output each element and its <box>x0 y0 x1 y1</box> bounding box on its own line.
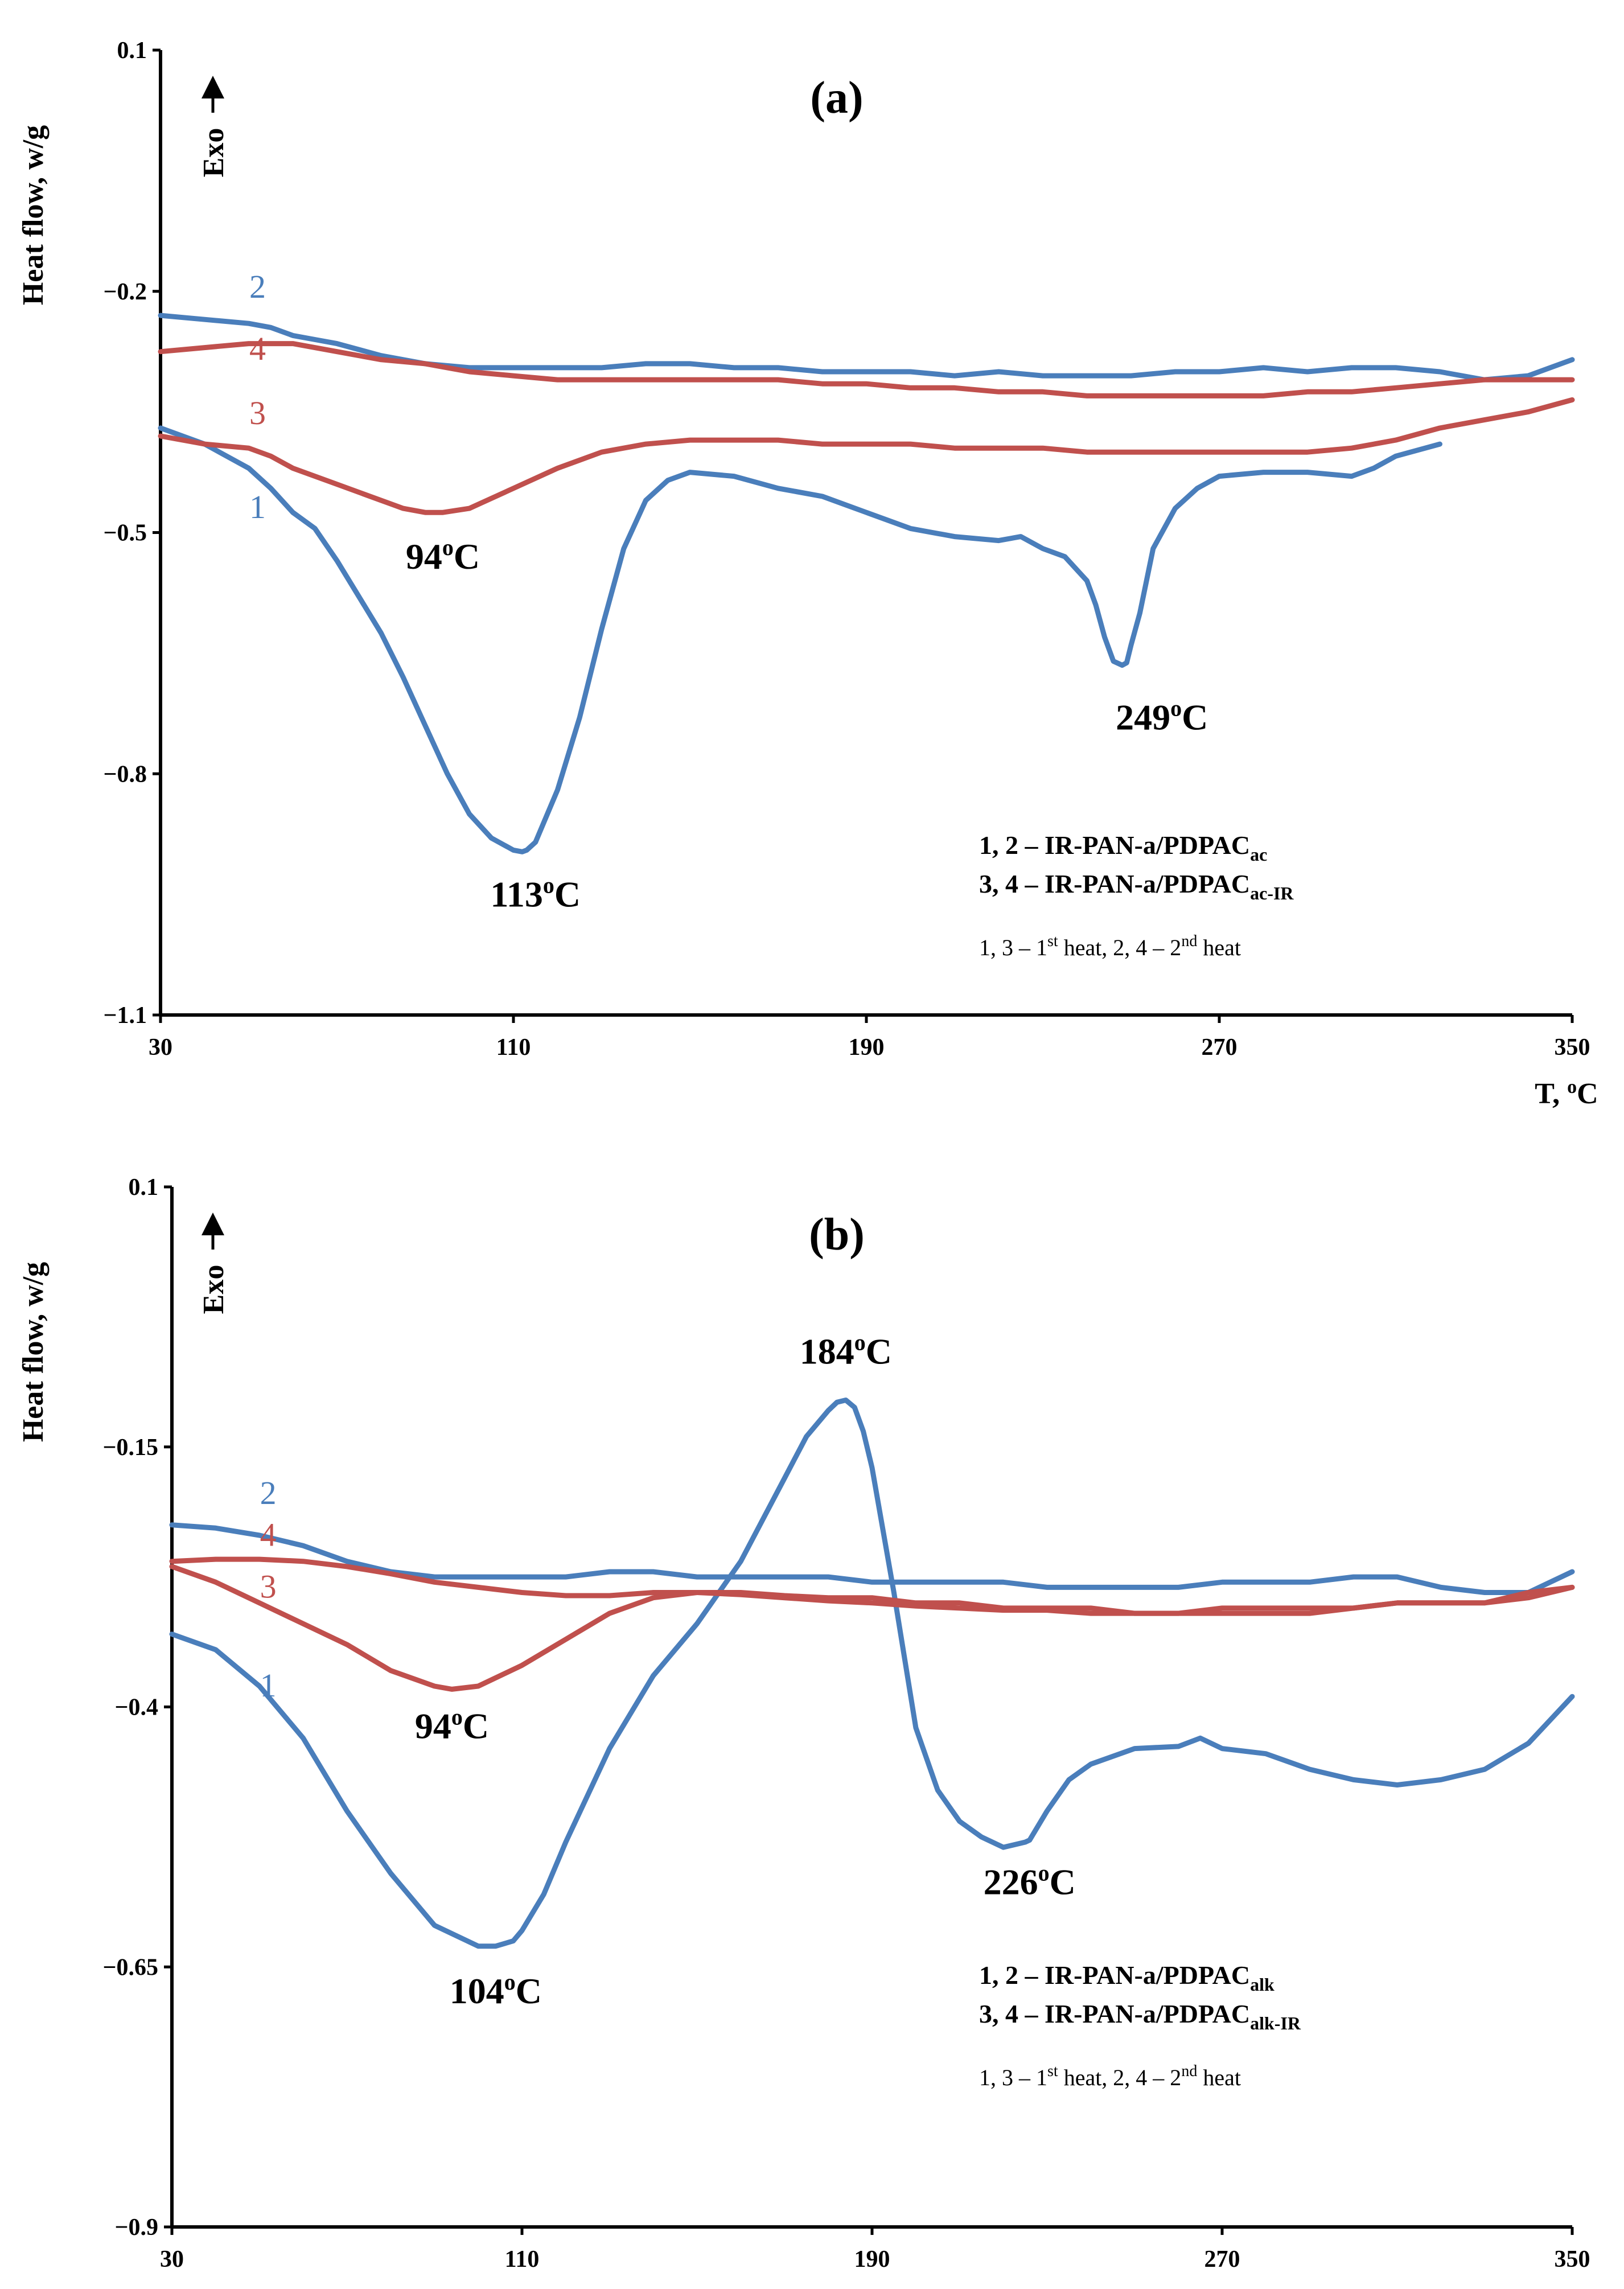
peak-label-b: 104oC <box>450 1969 542 2011</box>
curve-label-b: 1 <box>260 1667 277 1704</box>
x-tick-label-a: 190 <box>849 1034 885 1061</box>
peak-label-a: 113oC <box>490 872 581 914</box>
y-tick-label-a: −0.5 <box>104 520 147 546</box>
curve-label-b: 2 <box>260 1474 277 1511</box>
exo-label-b: Exo <box>198 1265 230 1314</box>
y-tick-label-b: −0.65 <box>103 1954 158 1980</box>
x-tick-label-a: 30 <box>149 1034 172 1061</box>
x-tick-label-a: 350 <box>1555 1034 1590 1061</box>
series-line-b-3 <box>169 1564 1575 1692</box>
series-line-b-1 <box>169 1398 1575 1949</box>
panel-a: 0.1 −0.2 −0.5 −0.8 −1.130 110 190 270 350 Heat fl… <box>17 38 1598 1110</box>
y-tick-label-a: −1.1 <box>104 1002 147 1029</box>
series-line-a-4 <box>158 341 1575 398</box>
curve-label-b: 4 <box>260 1516 277 1553</box>
x-tick-label-b: 190 <box>854 2246 890 2272</box>
y-tick-label-a: −0.2 <box>104 279 147 305</box>
x-tick-label-a: 270 <box>1202 1034 1237 1061</box>
series-line-b-4 <box>169 1556 1575 1616</box>
legend-line-1-b: 1, 2 – IR-PAN-a/PDPACalk <box>979 1961 1274 1995</box>
legend-line-1-a: 1, 2 – IR-PAN-a/PDPACac <box>979 831 1267 865</box>
series-line-a-3 <box>158 397 1575 515</box>
curve-label-a: 3 <box>249 394 266 432</box>
x-tick-label-b: 270 <box>1204 2246 1240 2272</box>
curve-label-b: 3 <box>260 1568 277 1605</box>
panel-title-a: (a) <box>810 73 863 123</box>
peak-label-a: 249oC <box>1116 696 1208 738</box>
curve-label-a: 4 <box>249 330 266 367</box>
peak-label-b: 226oC <box>984 1860 1076 1902</box>
legend-line-3-b: 1, 3 – 1st heat, 2, 4 – 2nd heat <box>979 2062 1241 2090</box>
peak-label-b: 184oC <box>800 1330 892 1372</box>
x-tick-label-b: 110 <box>505 2246 540 2272</box>
y-tick-label-b: −0.9 <box>115 2214 158 2241</box>
legend-line-2-b: 3, 4 – IR-PAN-a/PDPACalk-IR <box>979 1999 1301 2033</box>
y-tick-label-b: −0.15 <box>103 1435 158 1461</box>
y-axis-title-a: Heat flow, w/g <box>17 125 50 305</box>
series-line-b-2 <box>169 1522 1575 1595</box>
legend-line-3-a: 1, 3 – 1st heat, 2, 4 – 2nd heat <box>979 932 1241 960</box>
legend-line-2-a: 3, 4 – IR-PAN-a/PDPACac-IR <box>979 869 1294 903</box>
series-line-a-1 <box>158 425 1442 854</box>
panel-b: 0.1 −0.15 −0.4 −0.65 −0.930 110 190 270 350 Heat … <box>17 1174 1590 2289</box>
peak-label-b: 94oC <box>415 1704 489 1746</box>
exo-label-a: Exo <box>198 128 230 178</box>
peak-label-a: 94oC <box>406 535 480 577</box>
curve-label-a: 2 <box>249 268 266 305</box>
y-tick-label-a: −0.8 <box>104 761 147 787</box>
panel-title-b: (b) <box>809 1210 865 1260</box>
y-tick-label-a: 0.1 <box>117 38 147 64</box>
curve-label-a: 1 <box>249 488 266 525</box>
y-tick-label-b: 0.1 <box>129 1174 159 1201</box>
y-tick-label-b: −0.4 <box>115 1695 158 1721</box>
series-line-a-2 <box>158 313 1575 383</box>
x-axis-title-a: T, oC <box>1535 1076 1598 1110</box>
y-axis-title-b: Heat flow, w/g <box>17 1262 50 1442</box>
x-tick-label-b: 350 <box>1555 2246 1590 2272</box>
x-tick-label-a: 110 <box>496 1034 531 1061</box>
x-tick-label-b: 30 <box>160 2246 184 2272</box>
